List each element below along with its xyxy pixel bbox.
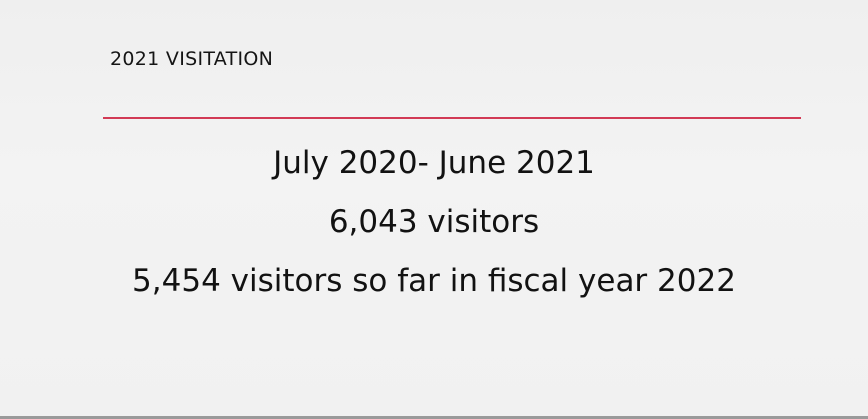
period-line: July 2020- June 2021 (273, 145, 595, 181)
heading-divider (103, 117, 801, 119)
visitor-count-line: 6,043 visitors (328, 204, 540, 240)
fiscal-year-line: 5,454 visitors so far in fiscal year 202… (132, 263, 736, 299)
slide-heading: 2021 VISITATION (110, 48, 274, 70)
slide-bottom-edge (0, 416, 868, 419)
